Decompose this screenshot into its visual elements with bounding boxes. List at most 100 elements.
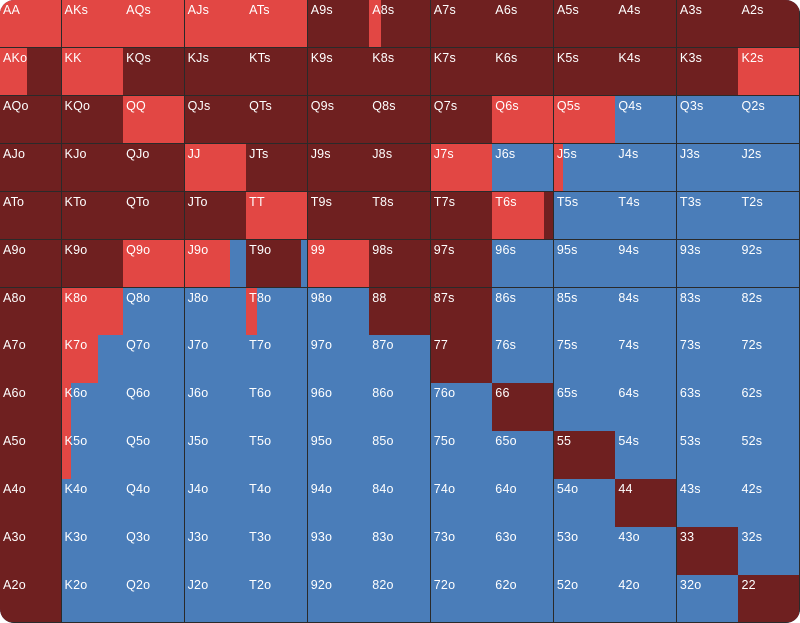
hand-cell[interactable]: 62o <box>492 575 555 623</box>
hand-cell[interactable]: 55 <box>553 431 616 480</box>
hand-cell[interactable]: KJo <box>61 143 124 193</box>
hand-cell[interactable]: K7s <box>430 47 493 97</box>
hand-cell[interactable]: A4o <box>0 479 63 528</box>
hand-cell[interactable]: K4s <box>615 47 678 97</box>
hand-cell[interactable]: A6o <box>0 383 63 432</box>
hand-cell[interactable]: Q3o <box>123 527 186 576</box>
hand-cell[interactable]: K3o <box>61 527 124 576</box>
hand-cell[interactable]: T6o <box>246 383 309 432</box>
hand-cell[interactable]: QTs <box>246 95 309 145</box>
hand-cell[interactable]: 44 <box>615 479 678 528</box>
hand-cell[interactable]: 86s <box>492 287 555 336</box>
hand-cell[interactable]: TT <box>246 191 309 241</box>
hand-cell[interactable]: Q5s <box>553 95 616 145</box>
hand-cell[interactable]: 72o <box>430 575 493 623</box>
hand-cell[interactable]: T5o <box>246 431 309 480</box>
hand-cell[interactable]: 82s <box>738 287 800 336</box>
hand-cell[interactable]: 22 <box>738 575 800 623</box>
hand-cell[interactable]: AKs <box>61 0 124 49</box>
hand-cell[interactable]: T4o <box>246 479 309 528</box>
hand-cell[interactable]: A9o <box>0 239 63 289</box>
hand-cell[interactable]: Q4o <box>123 479 186 528</box>
hand-cell[interactable]: T2o <box>246 575 309 623</box>
hand-cell[interactable]: 66 <box>492 383 555 432</box>
hand-cell[interactable]: T3s <box>676 191 739 241</box>
hand-cell[interactable]: 52o <box>553 575 616 623</box>
hand-cell[interactable]: T8o <box>246 287 309 336</box>
hand-cell[interactable]: J5s <box>553 143 616 193</box>
hand-cell[interactable]: QTo <box>123 191 186 241</box>
hand-cell[interactable]: 63s <box>676 383 739 432</box>
hand-cell[interactable]: J4s <box>615 143 678 193</box>
hand-cell[interactable]: J7o <box>184 335 247 384</box>
hand-cell[interactable]: A3o <box>0 527 63 576</box>
hand-cell[interactable]: K4o <box>61 479 124 528</box>
hand-cell[interactable]: J2s <box>738 143 800 193</box>
hand-cell[interactable]: 95o <box>307 431 370 480</box>
hand-cell[interactable]: K7o <box>61 335 124 384</box>
hand-cell[interactable]: AKo <box>0 47 63 97</box>
hand-cell[interactable]: 92s <box>738 239 800 289</box>
hand-cell[interactable]: A8o <box>0 287 63 336</box>
hand-cell[interactable]: J5o <box>184 431 247 480</box>
hand-cell[interactable]: 43o <box>615 527 678 576</box>
hand-cell[interactable]: Q7o <box>123 335 186 384</box>
hand-cell[interactable]: T8s <box>369 191 432 241</box>
hand-cell[interactable]: K2o <box>61 575 124 623</box>
hand-cell[interactable]: 94o <box>307 479 370 528</box>
hand-cell[interactable]: Q6s <box>492 95 555 145</box>
hand-cell[interactable]: Q7s <box>430 95 493 145</box>
hand-cell[interactable]: AJs <box>184 0 247 49</box>
hand-cell[interactable]: KQs <box>123 47 186 97</box>
hand-cell[interactable]: 87o <box>369 335 432 384</box>
hand-cell[interactable]: J6o <box>184 383 247 432</box>
hand-cell[interactable]: J8s <box>369 143 432 193</box>
hand-cell[interactable]: 84s <box>615 287 678 336</box>
hand-cell[interactable]: 99 <box>307 239 370 289</box>
hand-cell[interactable]: KK <box>61 47 124 97</box>
hand-cell[interactable]: Q8o <box>123 287 186 336</box>
hand-cell[interactable]: Q9s <box>307 95 370 145</box>
hand-cell[interactable]: J3s <box>676 143 739 193</box>
hand-cell[interactable]: A7s <box>430 0 493 49</box>
hand-cell[interactable]: 76o <box>430 383 493 432</box>
hand-cell[interactable]: JTs <box>246 143 309 193</box>
hand-cell[interactable]: 42s <box>738 479 800 528</box>
hand-cell[interactable]: A4s <box>615 0 678 49</box>
hand-cell[interactable]: ATo <box>0 191 63 241</box>
hand-cell[interactable]: 43s <box>676 479 739 528</box>
hand-cell[interactable]: 97o <box>307 335 370 384</box>
hand-cell[interactable]: KJs <box>184 47 247 97</box>
hand-cell[interactable]: A2o <box>0 575 63 623</box>
hand-cell[interactable]: J3o <box>184 527 247 576</box>
hand-cell[interactable]: A8s <box>369 0 432 49</box>
hand-cell[interactable]: Q4s <box>615 95 678 145</box>
hand-cell[interactable]: KTo <box>61 191 124 241</box>
hand-cell[interactable]: A3s <box>676 0 739 49</box>
hand-cell[interactable]: 54s <box>615 431 678 480</box>
hand-cell[interactable]: A7o <box>0 335 63 384</box>
hand-cell[interactable]: Q2o <box>123 575 186 623</box>
hand-cell[interactable]: 96o <box>307 383 370 432</box>
hand-cell[interactable]: T4s <box>615 191 678 241</box>
hand-cell[interactable]: T5s <box>553 191 616 241</box>
hand-cell[interactable]: K9s <box>307 47 370 97</box>
hand-cell[interactable]: 42o <box>615 575 678 623</box>
hand-cell[interactable]: 32s <box>738 527 800 576</box>
hand-cell[interactable]: K8o <box>61 287 124 336</box>
hand-cell[interactable]: Q8s <box>369 95 432 145</box>
hand-cell[interactable]: A5s <box>553 0 616 49</box>
hand-cell[interactable]: Q3s <box>676 95 739 145</box>
hand-cell[interactable]: 97s <box>430 239 493 289</box>
hand-cell[interactable]: KTs <box>246 47 309 97</box>
hand-cell[interactable]: 95s <box>553 239 616 289</box>
hand-cell[interactable]: 98s <box>369 239 432 289</box>
hand-cell[interactable]: 33 <box>676 527 739 576</box>
hand-cell[interactable]: 93o <box>307 527 370 576</box>
hand-cell[interactable]: 63o <box>492 527 555 576</box>
hand-cell[interactable]: T2s <box>738 191 800 241</box>
hand-cell[interactable]: JTo <box>184 191 247 241</box>
hand-cell[interactable]: T6s <box>492 191 555 241</box>
hand-cell[interactable]: 83o <box>369 527 432 576</box>
hand-cell[interactable]: 73o <box>430 527 493 576</box>
